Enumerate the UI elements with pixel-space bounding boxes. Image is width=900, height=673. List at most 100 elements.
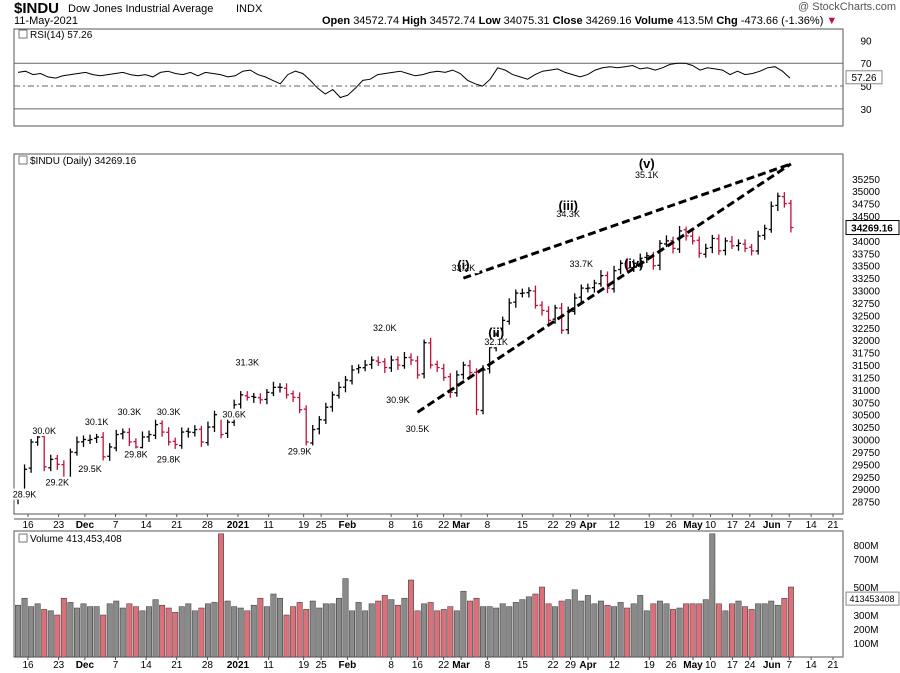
volume-bar	[290, 606, 297, 658]
ohlc-bar	[159, 420, 165, 437]
ohlc-bar	[369, 356, 375, 369]
ohlc-bar	[270, 381, 276, 397]
ohlc-bar	[146, 430, 152, 442]
low-label: Low	[478, 15, 501, 27]
open-label: Open	[322, 15, 351, 27]
ohlc-bar	[775, 192, 781, 211]
volume-bar	[237, 607, 244, 658]
volume-bar	[336, 597, 342, 658]
volume-bar	[663, 603, 670, 658]
volume-bar	[598, 600, 604, 658]
ohlc-bar	[526, 287, 532, 298]
price-y-tick-label: 30500	[852, 411, 880, 422]
value-label-bg	[28, 425, 61, 437]
volume-bar	[368, 603, 375, 658]
price-y-tick-label: 34000	[852, 237, 880, 248]
ohlc-bar	[768, 201, 774, 233]
volume-bar	[67, 602, 74, 658]
x-tick-label: Feb	[338, 660, 356, 671]
value-label: 29.9K	[288, 446, 312, 456]
trendline-upper	[462, 162, 792, 280]
price-y-tick-label: 32750	[852, 299, 880, 310]
x-tick-label: Mar	[452, 520, 470, 531]
volume-bar	[584, 595, 591, 658]
rsi-y-tick-label: 30	[860, 105, 872, 116]
x-tick-label: 21	[827, 520, 839, 531]
price-y-tick-label: 30750	[852, 398, 880, 409]
ohlc-bar	[762, 224, 768, 240]
low-value: 34075.31	[503, 15, 550, 27]
volume-bar	[735, 600, 742, 658]
volume-legend-swatch	[18, 533, 28, 543]
wave-label: (v)	[639, 156, 655, 171]
x-tick-label: 16	[22, 660, 34, 671]
value-label-bg	[152, 406, 185, 418]
ohlc-bar	[722, 237, 728, 256]
volume-bar	[270, 593, 277, 658]
volume-y-tick-label: 500M	[853, 583, 878, 594]
price-y-tick-label: 29250	[852, 473, 880, 484]
x-tick-label: 17	[727, 520, 739, 531]
volume-bar	[28, 606, 35, 658]
volume-bar	[748, 609, 755, 658]
volume-bar	[480, 606, 487, 658]
x-tick-label: Jun	[763, 660, 781, 671]
ohlc-bar	[343, 375, 348, 393]
ohlc-bar	[264, 389, 270, 405]
ohlc-bar	[618, 260, 624, 275]
price-y-tick-label: 35000	[852, 187, 880, 198]
volume-bar	[519, 599, 526, 658]
volume-bar	[787, 586, 794, 658]
x-tick-label: 14	[141, 660, 153, 671]
x-tick-label: May	[683, 660, 703, 671]
volume-bar	[244, 610, 251, 658]
ohlc-bar	[205, 421, 211, 446]
x-tick-label: 21	[171, 660, 183, 671]
ohlc-bar	[166, 427, 172, 446]
ohlc-bar	[284, 383, 290, 399]
ohlc-bar	[192, 425, 198, 437]
value-label: 30.3K	[118, 407, 142, 417]
chart-date: 11-May-2021	[14, 15, 78, 27]
ohlc-bar	[408, 353, 414, 366]
value-label-bg	[447, 262, 480, 274]
price-y-tick-label: 32000	[852, 336, 880, 347]
ohlc-bar	[382, 358, 388, 374]
ohlc-bar	[441, 363, 447, 381]
volume-bar	[617, 602, 624, 658]
ohlc-bar	[421, 339, 427, 379]
ohlc-bar	[303, 405, 309, 447]
price-y-tick-label: 34750	[852, 200, 880, 211]
x-tick-label: Dec	[76, 660, 95, 671]
volume-bar	[381, 595, 388, 658]
volume-bar	[434, 610, 441, 658]
price-y-tick-label: 32500	[852, 311, 880, 322]
x-tick-label: 24	[744, 520, 756, 531]
volume-bar	[611, 606, 617, 658]
value-label: 28.9K	[13, 490, 37, 500]
volume-bar	[119, 607, 126, 658]
x-tick-label: 19	[298, 660, 310, 671]
ohlc-bar	[54, 455, 60, 470]
ohlc-bar	[297, 392, 303, 414]
value-label-bg	[218, 408, 251, 420]
volume-bar	[414, 610, 421, 658]
volume-bar	[309, 600, 316, 658]
price-y-tick-label: 29000	[852, 485, 880, 496]
ohlc-bar	[690, 231, 696, 245]
ohlc-bar	[474, 368, 479, 415]
x-tick-label: 7	[113, 520, 119, 531]
volume-bar	[257, 597, 264, 658]
ohlc-bar	[703, 243, 709, 258]
volume-bar	[709, 533, 716, 658]
rsi-y-tick-label: 70	[860, 59, 872, 70]
volume-bar	[218, 533, 225, 658]
x-tick-label: Apr	[579, 660, 596, 671]
volume-bar	[106, 603, 113, 658]
high-value: 34572.74	[429, 15, 476, 27]
ohlc-bar	[546, 306, 552, 325]
ohlc-bar	[742, 239, 748, 253]
index-name: Dow Jones Industrial Average	[68, 3, 214, 15]
ohlc-bar	[329, 391, 335, 412]
x-tick-label: 22	[438, 660, 450, 671]
